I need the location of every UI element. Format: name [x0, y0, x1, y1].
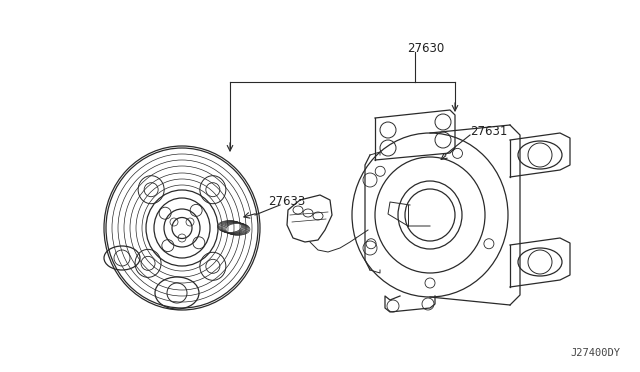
- Text: 27633: 27633: [268, 195, 305, 208]
- Text: J27400DY: J27400DY: [570, 348, 620, 358]
- Text: 27630: 27630: [407, 42, 444, 55]
- Text: 27631: 27631: [470, 125, 508, 138]
